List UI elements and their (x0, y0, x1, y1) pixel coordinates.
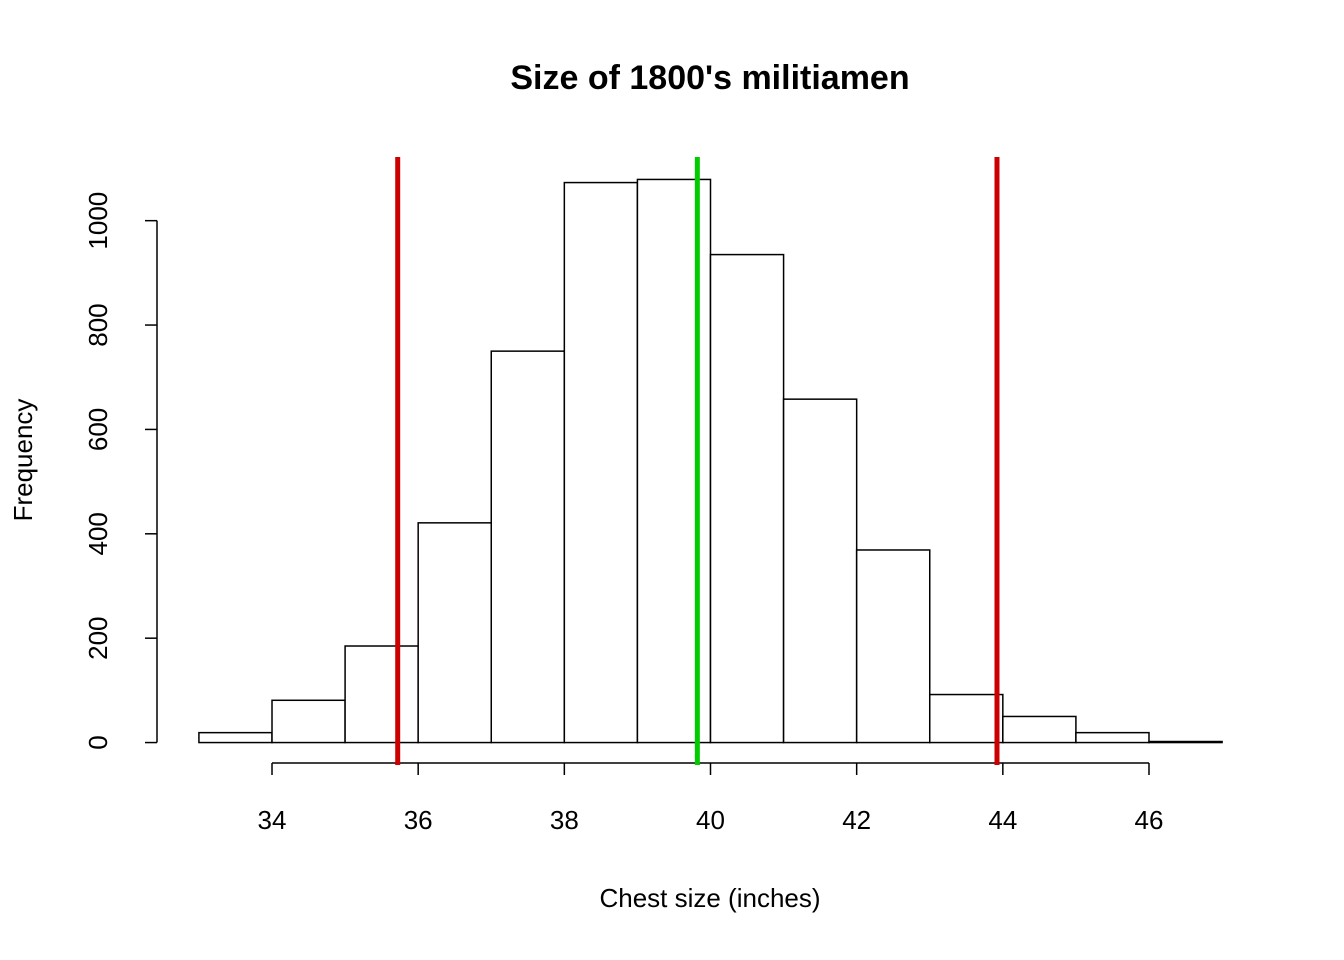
bar (271, 699, 346, 744)
x-tick-label: 36 (404, 805, 433, 835)
bar (417, 522, 493, 744)
bar (490, 350, 566, 744)
y-tick-label: 800 (83, 303, 113, 346)
y-tick-label: 400 (83, 512, 113, 555)
bar (344, 645, 419, 744)
x-tick-label: 46 (1135, 805, 1164, 835)
bar (1002, 715, 1077, 744)
x-tick-label: 38 (550, 805, 579, 835)
x-tick-label: 42 (842, 805, 871, 835)
bar (1148, 740, 1223, 744)
x-axis-label: Chest size (inches) (599, 883, 820, 913)
y-tick-label: 600 (83, 408, 113, 451)
y-tick-label: 1000 (83, 192, 113, 250)
bar (1075, 731, 1150, 744)
chart-title: Size of 1800's militiamen (510, 59, 909, 97)
bar (855, 549, 931, 744)
y-axis-label: Frequency (8, 399, 38, 522)
bar (928, 693, 1004, 744)
x-tick-label: 44 (988, 805, 1017, 835)
bar (782, 398, 858, 744)
bar (198, 731, 273, 744)
x-tick-label: 34 (258, 805, 287, 835)
y-tick-label: 200 (83, 616, 113, 659)
bar (709, 253, 785, 744)
y-tick-label: 0 (83, 735, 113, 749)
bar (563, 181, 639, 744)
x-tick-label: 40 (696, 805, 725, 835)
